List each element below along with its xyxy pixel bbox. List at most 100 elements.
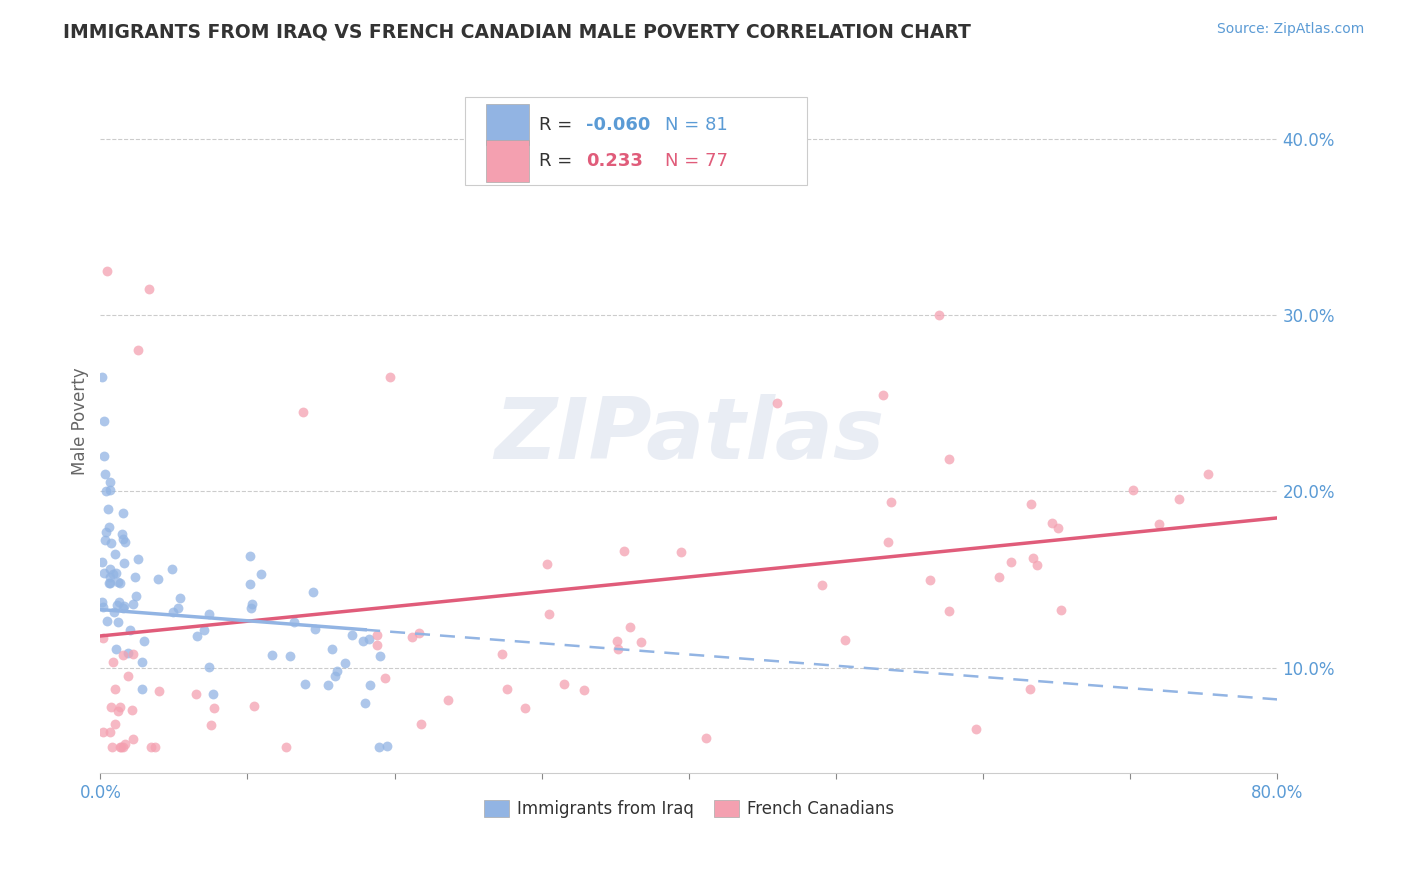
Point: [100, 536, 122, 550]
Point: [118, 623, 141, 637]
Point: [1019, 497, 1042, 511]
Point: [124, 570, 146, 584]
Point: [100, 700, 122, 714]
Point: [193, 623, 215, 637]
Point: [373, 671, 395, 685]
Point: [112, 599, 135, 614]
Point: [359, 678, 381, 692]
Point: [91, 631, 114, 645]
Point: [202, 687, 225, 701]
Point: [366, 638, 388, 652]
Point: [186, 629, 208, 643]
Point: [93, 449, 115, 463]
Point: [138, 282, 160, 296]
Point: [872, 387, 894, 401]
Point: [117, 669, 139, 683]
Point: [111, 648, 134, 662]
Point: [695, 731, 717, 746]
Point: [143, 739, 166, 754]
Point: [197, 607, 219, 621]
Point: [114, 535, 136, 549]
Point: [240, 598, 263, 612]
Legend: Immigrants from Iraq, French Canadians: Immigrants from Iraq, French Canadians: [477, 794, 901, 825]
Point: [108, 576, 131, 591]
Point: [108, 739, 131, 754]
Point: [104, 716, 127, 731]
Text: R =: R =: [540, 116, 578, 134]
Point: [342, 628, 364, 642]
Point: [107, 599, 129, 613]
Text: ZIPatlas: ZIPatlas: [494, 393, 884, 476]
Point: [184, 687, 207, 701]
Point: [131, 655, 153, 669]
Point: [128, 551, 150, 566]
Text: Source: ZipAtlas.com: Source: ZipAtlas.com: [1216, 22, 1364, 37]
Point: [108, 700, 131, 714]
Point: [96, 614, 118, 628]
Point: [141, 739, 163, 754]
Point: [375, 739, 398, 754]
Point: [401, 630, 423, 644]
Point: [122, 597, 145, 611]
Point: [357, 632, 380, 647]
Point: [928, 308, 950, 322]
Point: [1050, 603, 1073, 617]
Point: [162, 562, 184, 576]
Point: [323, 669, 346, 683]
Point: [202, 700, 225, 714]
Point: [111, 527, 134, 541]
Point: [965, 723, 987, 737]
Point: [1019, 681, 1042, 696]
FancyBboxPatch shape: [486, 103, 529, 145]
Point: [834, 632, 856, 647]
Point: [354, 696, 377, 710]
Point: [321, 642, 343, 657]
Point: [107, 704, 129, 718]
Point: [630, 635, 652, 649]
Point: [1122, 483, 1144, 498]
Point: [496, 682, 519, 697]
Point: [938, 451, 960, 466]
Point: [96, 484, 118, 499]
Point: [368, 648, 391, 663]
Point: [112, 601, 135, 615]
Point: [107, 575, 129, 590]
Point: [93, 414, 115, 428]
Point: [304, 622, 326, 636]
Point: [121, 731, 143, 746]
Point: [104, 566, 127, 580]
Point: [200, 718, 222, 732]
Point: [368, 739, 391, 754]
Point: [619, 620, 641, 634]
Point: [98, 575, 121, 590]
Point: [918, 574, 941, 588]
Point: [112, 506, 135, 520]
Point: [1047, 520, 1070, 534]
Point: [278, 648, 301, 663]
Text: 0.233: 0.233: [586, 152, 644, 170]
Point: [101, 739, 124, 754]
Point: [198, 660, 221, 674]
Point: [98, 725, 121, 739]
Point: [91, 370, 114, 384]
Point: [294, 677, 316, 691]
Point: [316, 678, 339, 692]
Point: [94, 467, 117, 481]
Text: N = 77: N = 77: [665, 152, 728, 170]
Point: [167, 601, 190, 615]
Text: N = 81: N = 81: [665, 116, 728, 134]
Point: [536, 558, 558, 572]
Point: [243, 698, 266, 713]
Point: [97, 519, 120, 533]
Text: IMMIGRANTS FROM IRAQ VS FRENCH CANADIAN MALE POVERTY CORRELATION CHART: IMMIGRANTS FROM IRAQ VS FRENCH CANADIAN …: [63, 22, 972, 41]
Point: [121, 647, 143, 661]
Point: [249, 567, 271, 582]
Point: [96, 264, 118, 278]
Point: [121, 703, 143, 717]
Point: [301, 585, 323, 599]
Point: [146, 572, 169, 586]
Point: [408, 626, 430, 640]
Point: [491, 647, 513, 661]
Point: [766, 396, 789, 410]
Point: [132, 634, 155, 648]
